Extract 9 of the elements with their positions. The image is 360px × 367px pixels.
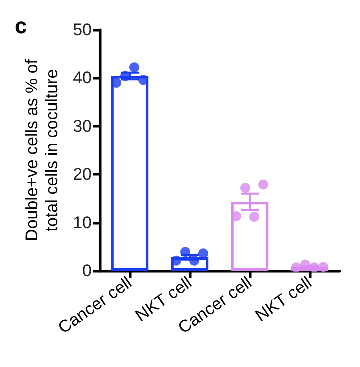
x-tick-label: NKT cell bbox=[252, 273, 316, 326]
chart-title: c bbox=[15, 14, 28, 38]
y-tick-label: 10 bbox=[73, 213, 92, 232]
y-tick-label: 40 bbox=[73, 68, 92, 88]
y-tick-label: 20 bbox=[73, 165, 92, 184]
y-tick-label: 30 bbox=[73, 116, 92, 136]
y-axis-title: Double+ve cells as % of total cells in coculture bbox=[22, 59, 62, 242]
y-tick-label: 50 bbox=[73, 20, 92, 40]
y-tick-label: 0 bbox=[82, 262, 92, 280]
